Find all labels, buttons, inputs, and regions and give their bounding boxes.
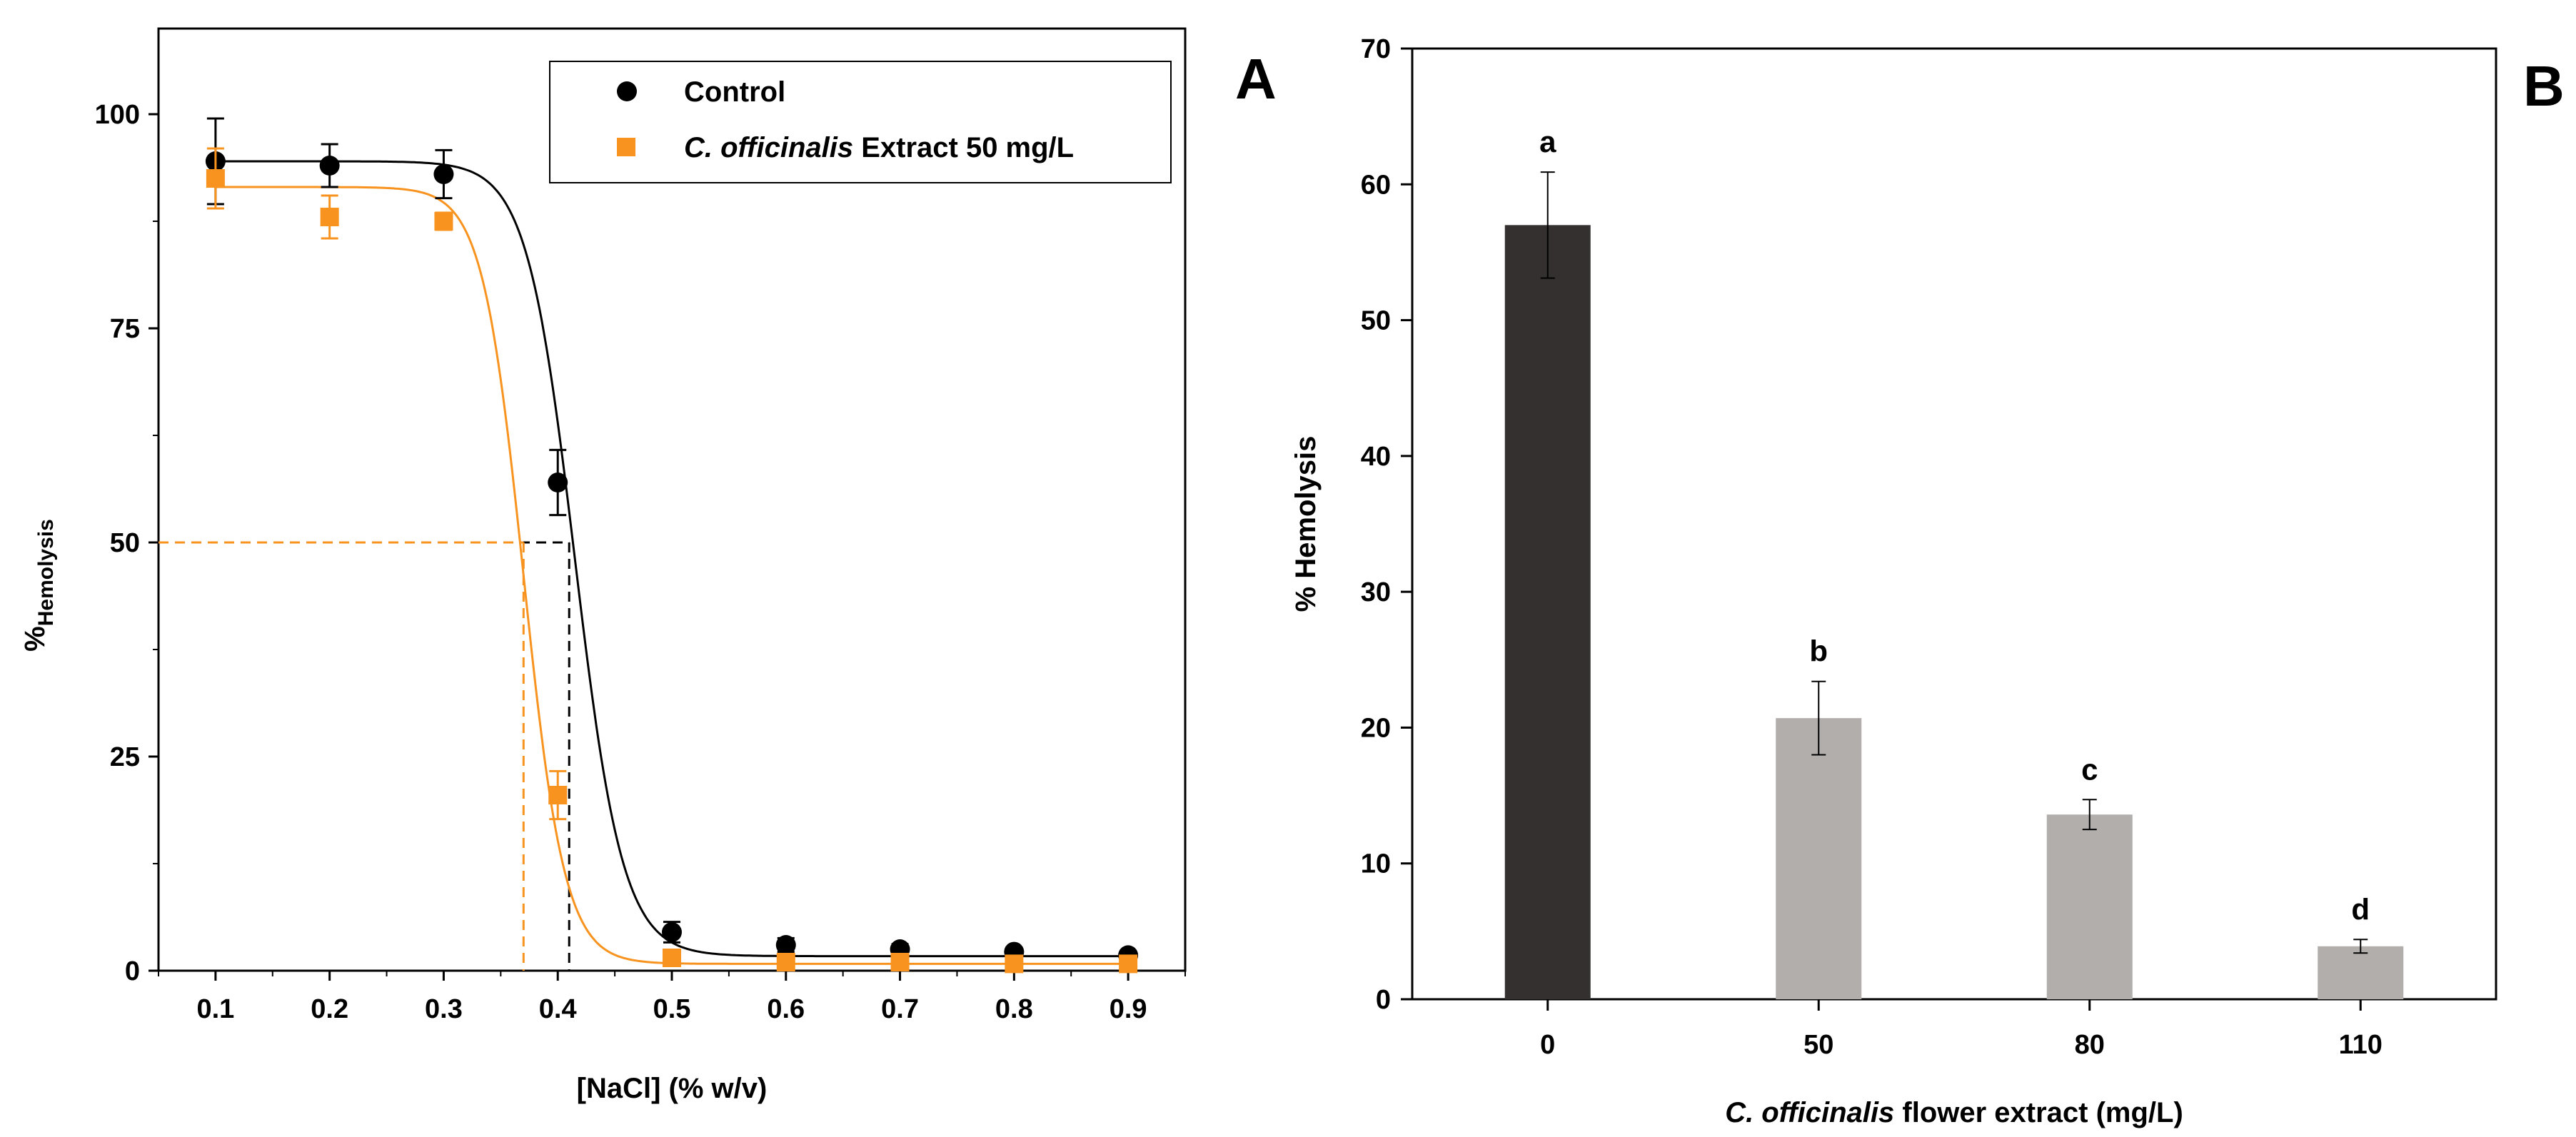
legend-marker-extract [617, 138, 635, 156]
bar-0 [1504, 225, 1591, 999]
y-tick-label-b: 60 [1361, 170, 1391, 200]
legend-label-extract-italic: C. officinalis [684, 132, 853, 163]
chart-a-points [205, 117, 1139, 974]
chart-b-x-axis-title-italic: C. officinalis [1725, 1097, 1894, 1128]
x-tick-label-a: 0.8 [995, 994, 1033, 1024]
x-tick-label-a: 0.4 [539, 994, 577, 1024]
data-point-extract [434, 212, 453, 231]
data-point-extract [1119, 954, 1138, 974]
chart-b-bars: a 0 b 50 c 80 d 110 [1504, 125, 2404, 1060]
chart-b: 0 10 20 30 40 50 60 70 a 0 b 50 c 80 d 110 C. officina… [1290, 34, 2565, 1128]
bar-80 [2046, 814, 2133, 999]
fit-curve-extract [215, 186, 1129, 965]
chart-a-fit-curves [215, 160, 1129, 965]
y-tick-label-b: 50 [1361, 306, 1391, 336]
bar-110 [2318, 946, 2404, 999]
chart-b-x-axis-title-rest: flower extract (mg/L) [1894, 1097, 2183, 1128]
x-tick-label-b: 0 [1540, 1030, 1555, 1060]
significance-letter-110: d [2351, 892, 2370, 926]
significance-letter-0: a [1539, 125, 1556, 158]
x-tick-label-b: 110 [2339, 1030, 2383, 1060]
legend-label-extract: C. officinalis Extract 50 mg/L [684, 132, 1074, 163]
chart-a-y-axis-title: %Hemolysis [19, 519, 58, 652]
x-tick-label-a: 0.6 [767, 994, 805, 1024]
chart-a-x-axis: 0.1 0.2 0.3 0.4 0.5 0.6 0.7 0.8 0.9 [158, 971, 1186, 1024]
data-point-control [662, 922, 682, 942]
x-tick-label-b: 80 [2075, 1030, 2105, 1060]
chart-b-x-axis-title: C. officinalis flower extract (mg/L) [1725, 1097, 2183, 1128]
chart-a-y-axis-title-sub: Hemolysis [34, 519, 58, 626]
legend-label-extract-rest: Extract 50 mg/L [853, 132, 1074, 163]
data-point-control [775, 935, 796, 955]
y-tick-label-a: 50 [110, 528, 140, 558]
y-tick-label-a: 0 [125, 956, 140, 986]
y-tick-label-a: 25 [110, 742, 140, 772]
y-tick-label-b: 70 [1361, 34, 1391, 64]
y-tick-label-a: 75 [110, 314, 140, 344]
data-point-extract [548, 786, 568, 804]
x-tick-label-b: 50 [1803, 1030, 1833, 1060]
x-tick-label-a: 0.1 [196, 994, 234, 1024]
data-point-extract [320, 208, 339, 226]
chart-a-x-axis-title: [NaCl] (% w/v) [577, 1073, 768, 1104]
data-point-control [319, 156, 340, 176]
x-tick-label-a: 0.3 [425, 994, 463, 1024]
chart-a-y-axis: 0 25 50 75 100 [95, 100, 159, 986]
y-tick-label-b: 0 [1376, 985, 1391, 1015]
chart-b-frame [1411, 47, 2497, 1001]
chart-a-ref-lines [159, 541, 570, 971]
y-tick-label-b: 20 [1361, 713, 1391, 743]
x-tick-label-a: 0.9 [1110, 994, 1147, 1024]
chart-b-y-axis: 0 10 20 30 40 50 60 70 [1361, 34, 1412, 1015]
bar-50 [1776, 718, 1862, 999]
x-tick-label-a: 0.5 [653, 994, 691, 1024]
data-point-extract [776, 953, 795, 971]
panel-letter-a: A [1235, 47, 1277, 111]
significance-letter-80: c [2081, 752, 2098, 786]
x-tick-label-a: 0.2 [311, 994, 348, 1024]
y-tick-label-a: 100 [95, 100, 140, 130]
x-tick-label-a: 0.7 [881, 994, 919, 1024]
legend-marker-control [617, 81, 637, 101]
data-point-extract [1005, 954, 1024, 974]
data-point-control [548, 473, 568, 492]
y-tick-label-b: 40 [1361, 442, 1391, 472]
data-point-extract [663, 949, 681, 967]
data-point-extract [206, 169, 225, 188]
chart-a-y-axis-title-main: % [19, 626, 51, 652]
data-point-extract [890, 953, 910, 971]
panel-letter-b: B [2523, 54, 2565, 118]
chart-a-legend-box [549, 61, 1172, 183]
legend-label-control: Control [684, 76, 785, 108]
chart-a-legend: Control C. officinalis Extract 50 mg/L [549, 61, 1172, 183]
y-tick-label-b: 10 [1361, 849, 1391, 879]
chart-a: 0 25 50 75 100 0.1 0.2 0.3 0.4 0.5 0.6 0.7 0.8 0.9 [… [19, 27, 1277, 1104]
y-tick-label-b: 30 [1361, 577, 1391, 607]
fit-curve-control [215, 160, 1129, 958]
significance-letter-50: b [1809, 635, 1828, 668]
data-point-control [433, 164, 454, 184]
chart-b-y-axis-title: % Hemolysis [1290, 436, 1322, 612]
